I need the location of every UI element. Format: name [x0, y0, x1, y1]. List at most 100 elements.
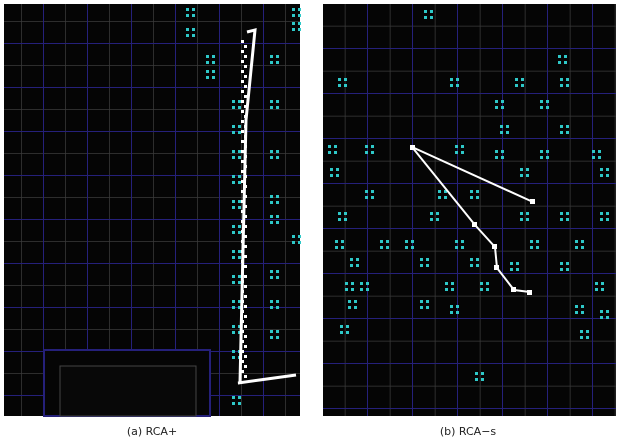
cell-dot: [445, 288, 448, 291]
cell-dot: [276, 150, 279, 153]
cell-dot: [336, 174, 339, 177]
cell-dot: [232, 275, 235, 278]
cell-dot: [186, 14, 189, 17]
cell-dot: [270, 106, 273, 109]
cell-dot: [558, 55, 561, 58]
cell-dot: [586, 336, 589, 339]
cell-dot: [600, 316, 603, 319]
cell-dot: [365, 145, 368, 148]
cell-dot: [336, 168, 339, 171]
cell-dot: [455, 151, 458, 154]
cell-dot: [244, 85, 247, 88]
cell-dot: [438, 190, 441, 193]
cell-dot: [186, 28, 189, 31]
cell-dot: [270, 55, 273, 58]
cell-dot: [338, 78, 341, 81]
cell-dot: [438, 196, 441, 199]
cell-dot: [575, 305, 578, 308]
cell-dot: [540, 100, 543, 103]
cell-dot: [500, 125, 503, 128]
cell-dot: [501, 100, 504, 103]
cell-dot: [566, 131, 569, 134]
cell-dot: [241, 50, 244, 53]
cell-dot: [276, 215, 279, 218]
cell-dot: [212, 61, 215, 64]
cell-dot: [270, 270, 273, 273]
cell-dot: [270, 156, 273, 159]
cell-dot: [506, 125, 509, 128]
cell-dot: [276, 300, 279, 303]
cell-dot: [530, 240, 533, 243]
cell-dot: [516, 268, 519, 271]
cell-dot: [521, 78, 524, 81]
cell-dot: [595, 282, 598, 285]
cell-dot: [244, 55, 247, 58]
cell-dot: [346, 325, 349, 328]
route-node: [472, 222, 477, 227]
cell-dot: [212, 55, 215, 58]
cell-dot: [244, 95, 247, 98]
cell-dot: [244, 75, 247, 78]
cell-dot: [560, 262, 563, 265]
cell-dot: [386, 240, 389, 243]
cell-dot: [520, 168, 523, 171]
cell-dot: [581, 311, 584, 314]
cell-dot: [365, 151, 368, 154]
cell-dot: [560, 125, 563, 128]
cell-dot: [232, 131, 235, 134]
cell-dot: [455, 246, 458, 249]
cell-dot: [558, 61, 561, 64]
cell-dot: [212, 70, 215, 73]
cell-dot: [345, 282, 348, 285]
cell-dot: [515, 78, 518, 81]
cell-dot: [276, 306, 279, 309]
cell-dot: [520, 218, 523, 221]
cell-dot: [606, 316, 609, 319]
cell-dot: [606, 218, 609, 221]
cell-dot: [380, 246, 383, 249]
cell-dot: [520, 212, 523, 215]
cell-dot: [601, 282, 604, 285]
cell-dot: [516, 262, 519, 265]
cell-dot: [581, 246, 584, 249]
caption: (a) RCA+: [127, 425, 177, 438]
cell-dot: [564, 55, 567, 58]
cell-dot: [600, 212, 603, 215]
cell-dot: [566, 212, 569, 215]
cell-dot: [560, 131, 563, 134]
cell-dot: [206, 76, 209, 79]
cell-dot: [430, 218, 433, 221]
cell-dot: [238, 106, 241, 109]
cell-dot: [476, 264, 479, 267]
cell-dot: [232, 156, 235, 159]
cell-dot: [580, 330, 583, 333]
cell-dot: [430, 212, 433, 215]
cell-dot: [475, 378, 478, 381]
cell-dot: [232, 125, 235, 128]
cell-dot: [335, 240, 338, 243]
cell-dot: [430, 10, 433, 13]
cell-dot: [244, 275, 247, 278]
cell-dot: [238, 175, 241, 178]
cell-dot: [566, 262, 569, 265]
cell-dot: [292, 235, 295, 238]
cell-dot: [232, 225, 235, 228]
cell-dot: [606, 174, 609, 177]
cell-dot: [350, 264, 353, 267]
cell-dot: [344, 218, 347, 221]
cell-dot: [526, 174, 529, 177]
cell-dot: [346, 331, 349, 334]
cell-dot: [470, 264, 473, 267]
cell-dot: [238, 402, 241, 405]
cell-dot: [298, 235, 301, 238]
cell-dot: [328, 151, 331, 154]
cell-dot: [270, 300, 273, 303]
cell-dot: [244, 285, 247, 288]
cell-dot: [426, 264, 429, 267]
cell-dot: [232, 300, 235, 303]
cell-dot: [232, 250, 235, 253]
cell-dot: [480, 288, 483, 291]
cell-dot: [456, 311, 459, 314]
cell-dot: [298, 14, 301, 17]
cell-dot: [241, 140, 244, 143]
